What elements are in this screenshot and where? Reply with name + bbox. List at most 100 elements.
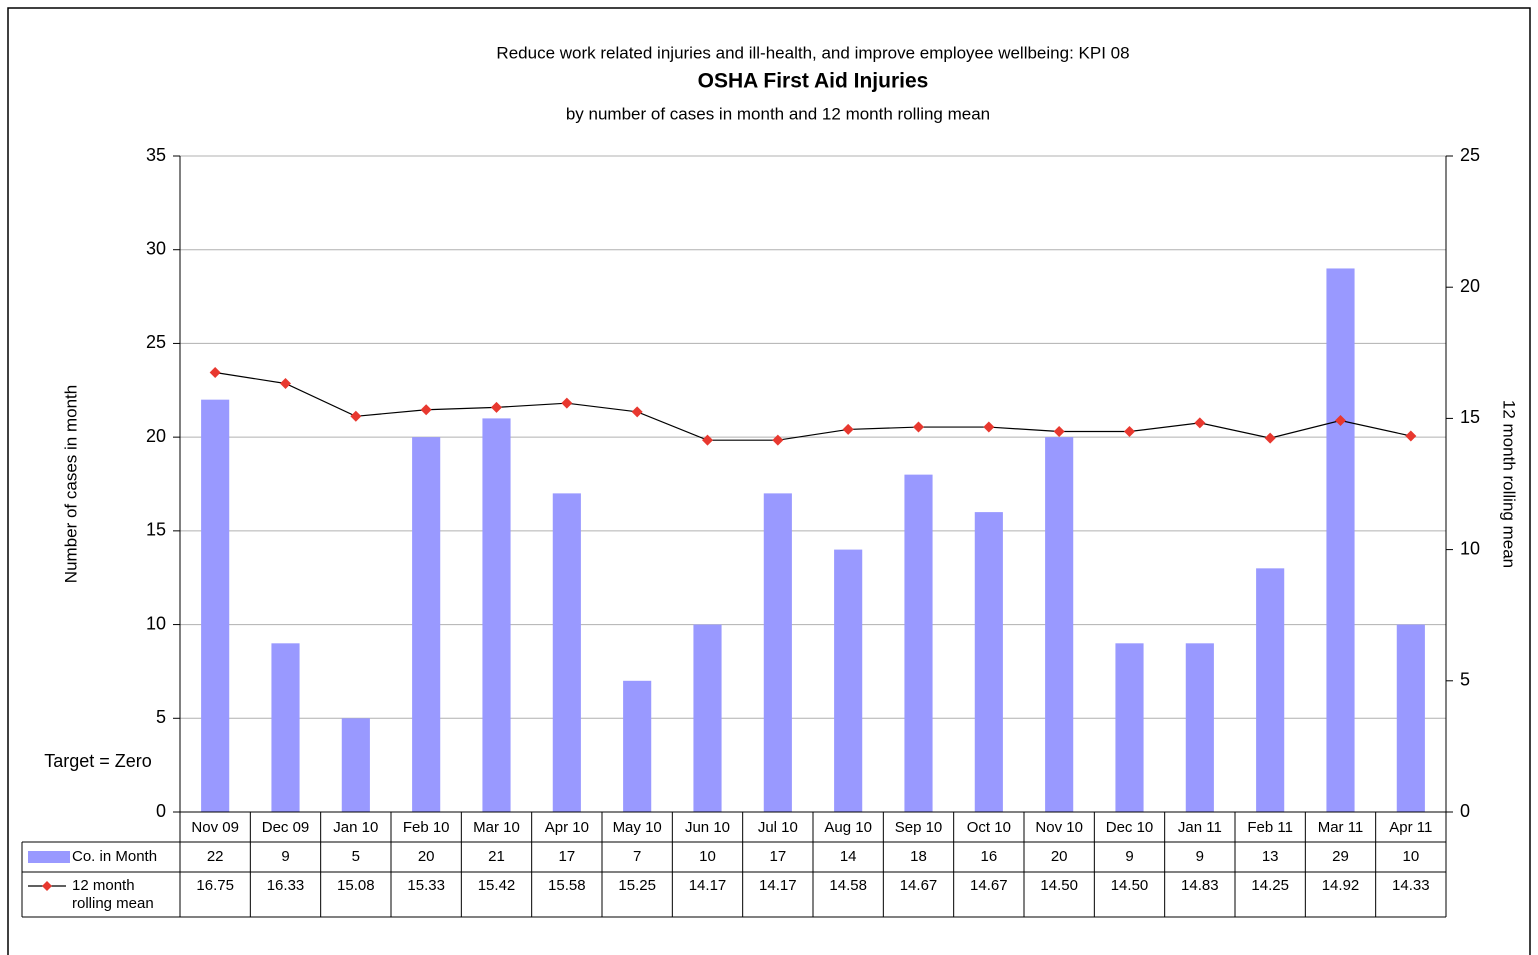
x-tick-label: Oct 10 — [967, 819, 1011, 836]
bar — [271, 643, 300, 812]
table-value: 10 — [1402, 848, 1419, 865]
table-value: 16.75 — [196, 877, 234, 894]
marker — [1264, 432, 1276, 444]
table-value: 15.08 — [337, 877, 375, 894]
bar — [341, 718, 370, 812]
supertitle: Reduce work related injuries and ill-hea… — [496, 43, 1129, 62]
bar — [763, 493, 792, 812]
table-value: 9 — [1196, 848, 1204, 865]
table-value: 22 — [207, 848, 224, 865]
x-tick-label: Dec 09 — [262, 819, 310, 836]
legend-label: 12 month rolling mean — [72, 877, 154, 912]
x-tick-label: Jan 11 — [1178, 819, 1222, 836]
x-tick-label: Dec 10 — [1106, 819, 1154, 836]
chart-title: OSHA First Aid Injuries — [698, 70, 929, 93]
legend-marker — [42, 881, 52, 891]
marker — [491, 401, 502, 413]
bar — [693, 624, 722, 812]
table-value: 14.25 — [1251, 877, 1289, 894]
table-value: 14.58 — [829, 877, 867, 894]
x-tick-label: Jun 10 — [685, 819, 730, 836]
marker — [772, 434, 784, 446]
y2-tick-label: 15 — [1460, 407, 1480, 427]
y-tick-label: 5 — [156, 707, 166, 727]
table-value: 21 — [488, 848, 505, 865]
y2-tick-label: 25 — [1460, 145, 1480, 165]
table-value: 14.33 — [1392, 877, 1430, 894]
table-value: 20 — [418, 848, 435, 865]
marker — [842, 423, 854, 435]
table-value: 18 — [910, 848, 927, 865]
table-value: 14.50 — [1040, 877, 1078, 894]
bar — [201, 399, 230, 812]
table-value: 13 — [1262, 848, 1279, 865]
bar — [1045, 437, 1074, 812]
bar — [482, 418, 511, 812]
x-tick-label: Feb 11 — [1247, 819, 1293, 836]
table-value: 9 — [281, 848, 289, 865]
marker — [420, 404, 432, 416]
x-tick-label: Nov 10 — [1035, 819, 1083, 836]
y2-tick-label: 5 — [1460, 670, 1470, 690]
marker — [1405, 430, 1417, 442]
bar — [623, 680, 652, 812]
table-value: 14.67 — [900, 877, 938, 894]
table-value: 14 — [840, 848, 857, 865]
table-value: 7 — [633, 848, 641, 865]
table-value: 15.42 — [478, 877, 516, 894]
marker — [209, 366, 221, 378]
bar — [1326, 268, 1355, 812]
bar — [1115, 643, 1144, 812]
x-tick-label: Jul 10 — [758, 819, 798, 836]
table-value: 20 — [1051, 848, 1068, 865]
marker — [983, 421, 995, 433]
y-tick-label: 10 — [146, 613, 166, 633]
x-tick-label: Sep 10 — [895, 819, 943, 836]
x-tick-label: Mar 10 — [473, 819, 520, 836]
table-value: 14.50 — [1111, 877, 1149, 894]
x-tick-label: May 10 — [613, 819, 662, 836]
x-tick-label: Apr 11 — [1389, 819, 1432, 836]
y-tick-label: 30 — [146, 238, 166, 258]
x-tick-label: Aug 10 — [824, 819, 872, 836]
x-tick-label: Jan 10 — [333, 819, 378, 836]
y-tick-label: 0 — [156, 801, 166, 821]
table-value: 14.17 — [689, 877, 727, 894]
table-value: 15.58 — [548, 877, 586, 894]
table-value: 17 — [769, 848, 786, 865]
marker — [631, 406, 643, 418]
marker — [913, 421, 924, 433]
legend-swatch — [28, 851, 70, 863]
bar — [904, 474, 933, 812]
subtitle: by number of cases in month and 12 month… — [566, 104, 990, 123]
legend-label: Co. in Month — [72, 848, 158, 865]
line — [215, 371, 1411, 441]
x-tick-label: Mar 11 — [1318, 819, 1364, 836]
table-value: 9 — [1125, 848, 1133, 865]
x-tick-label: Feb 10 — [403, 819, 450, 836]
bar — [974, 512, 1003, 812]
marker — [1194, 417, 1206, 429]
y-tick-label: 35 — [146, 145, 166, 165]
marker — [1335, 414, 1346, 426]
table-value: 14.67 — [970, 877, 1008, 894]
y-axis-label: Number of cases in month — [61, 385, 80, 583]
marker — [561, 397, 573, 409]
marker — [1053, 426, 1065, 438]
table-value: 5 — [352, 848, 360, 865]
bar — [834, 549, 863, 812]
marker — [350, 410, 362, 422]
table-value: 17 — [558, 848, 575, 865]
marker — [1124, 426, 1135, 438]
y-tick-label: 20 — [146, 426, 166, 446]
bar — [412, 437, 441, 812]
marker — [280, 378, 291, 390]
annotation: Target = Zero — [44, 751, 152, 771]
table-value: 29 — [1332, 848, 1349, 865]
y2-tick-label: 20 — [1460, 276, 1480, 296]
y2-tick-label: 0 — [1460, 801, 1470, 821]
table-value: 10 — [699, 848, 716, 865]
bar — [1185, 643, 1214, 812]
